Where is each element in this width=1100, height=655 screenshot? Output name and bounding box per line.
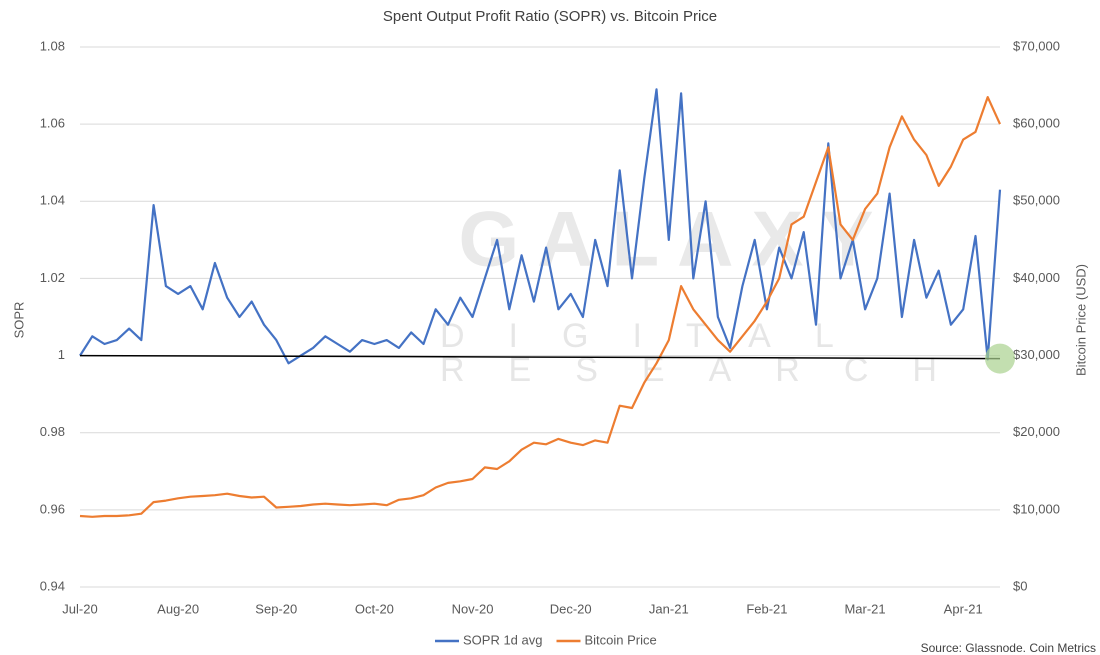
y2-tick-label: $30,000 xyxy=(1013,347,1060,362)
y-axis-label: SOPR xyxy=(11,302,26,339)
y2-tick-label: $0 xyxy=(1013,578,1027,593)
watermark: DIGITAL xyxy=(440,317,878,355)
x-tick-label: Apr-21 xyxy=(944,601,983,616)
y-tick-label: 1.02 xyxy=(40,270,65,285)
x-tick-label: Feb-21 xyxy=(746,601,787,616)
x-tick-label: Jul-20 xyxy=(62,601,97,616)
data-line xyxy=(79,96,1002,518)
x-tick-label: Sep-20 xyxy=(255,601,297,616)
x-tick-label: Aug-20 xyxy=(157,601,199,616)
reference-line xyxy=(79,354,1001,360)
chart-title: Spent Output Profit Ratio (SOPR) vs. Bit… xyxy=(383,8,717,25)
watermark: GALAXY xyxy=(458,195,891,283)
x-tick-label: Jan-21 xyxy=(649,601,689,616)
x-tick-label: Dec-20 xyxy=(550,601,592,616)
y-tick-label: 0.98 xyxy=(40,424,65,439)
y-tick-label: 0.96 xyxy=(40,501,65,516)
legend-label: Bitcoin Price xyxy=(585,632,657,647)
y2-tick-label: $50,000 xyxy=(1013,193,1060,208)
y-tick-label: 1.06 xyxy=(40,116,65,131)
source-note: Source: Glassnode. Coin Metrics xyxy=(921,641,1096,655)
y2-tick-label: $40,000 xyxy=(1013,270,1060,285)
y2-tick-label: $20,000 xyxy=(1013,424,1060,439)
y2-axis-label: Bitcoin Price (USD) xyxy=(1073,264,1088,376)
y-tick-label: 1.04 xyxy=(40,193,65,208)
y-tick-label: 1 xyxy=(58,347,65,362)
highlight-circle xyxy=(985,343,1015,374)
legend-label: SOPR 1d avg xyxy=(463,632,543,647)
x-tick-label: Nov-20 xyxy=(452,601,494,616)
y-tick-label: 1.08 xyxy=(40,38,65,53)
y-tick-label: 0.94 xyxy=(40,578,65,593)
y2-tick-label: $70,000 xyxy=(1013,38,1060,53)
x-tick-label: Mar-21 xyxy=(844,601,885,616)
x-tick-label: Oct-20 xyxy=(355,601,394,616)
data-line xyxy=(79,88,1002,365)
y2-tick-label: $60,000 xyxy=(1013,116,1060,131)
y2-tick-label: $10,000 xyxy=(1013,501,1060,516)
